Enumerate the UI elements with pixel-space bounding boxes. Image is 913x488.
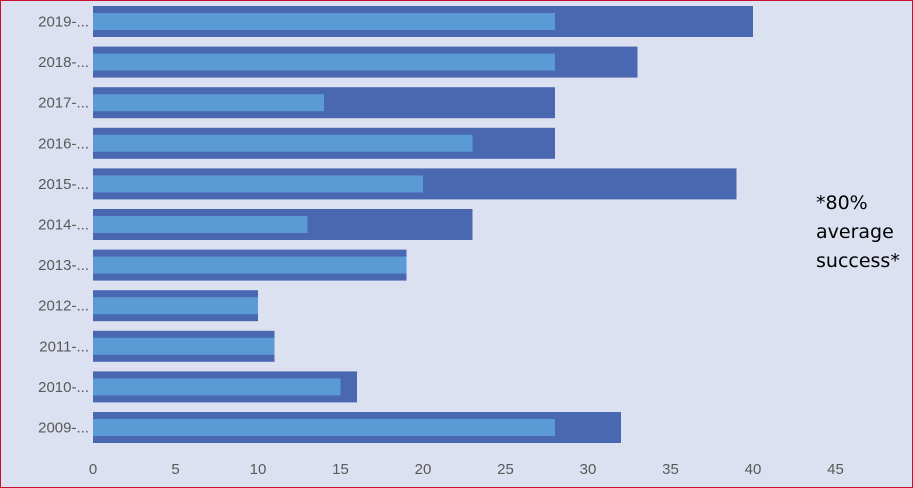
average-success-note: *80% average success* [816,192,900,272]
x-tick-label: 20 [415,461,432,478]
bar-success-2 [93,94,324,112]
category-label: 2017-... [38,95,89,112]
bar-success-7 [93,297,258,315]
x-tick-label: 35 [662,461,679,478]
category-label: 2014-... [38,217,89,234]
category-label: 2012-... [38,298,89,315]
bar-success-1 [93,53,555,71]
category-label: 2009-... [38,420,89,437]
category-label: 2019-... [38,14,89,31]
x-tick-label: 15 [332,461,349,478]
x-tick-label: 30 [580,461,597,478]
x-tick-label: 25 [497,461,514,478]
bars-layer [93,6,753,443]
category-labels: 2019-... 2018-... 2017-... 2016-... 2015-...… [38,14,89,437]
category-label: 2011-... [39,338,89,355]
x-tick-label: 10 [250,461,267,478]
x-axis-ticks: 0 5 10 15 20 25 30 35 40 45 [89,461,844,478]
category-label: 2015-... [38,176,89,193]
category-label: 2013-... [38,257,89,274]
x-tick-label: 40 [745,461,762,478]
x-tick-label: 5 [171,461,179,478]
x-tick-label: 45 [827,461,844,478]
bar-success-4 [93,175,423,193]
bar-success-10 [93,419,555,436]
category-label: 2010-... [38,379,89,396]
bar-success-5 [93,216,308,233]
category-label: 2016-... [38,135,89,152]
bar-success-3 [93,134,473,152]
bar-success-8 [93,337,275,355]
bar-success-0 [93,13,555,30]
x-tick-label: 0 [89,461,97,478]
category-label: 2018-... [38,54,89,71]
bar-success-6 [93,256,407,274]
bar-success-9 [93,378,341,396]
